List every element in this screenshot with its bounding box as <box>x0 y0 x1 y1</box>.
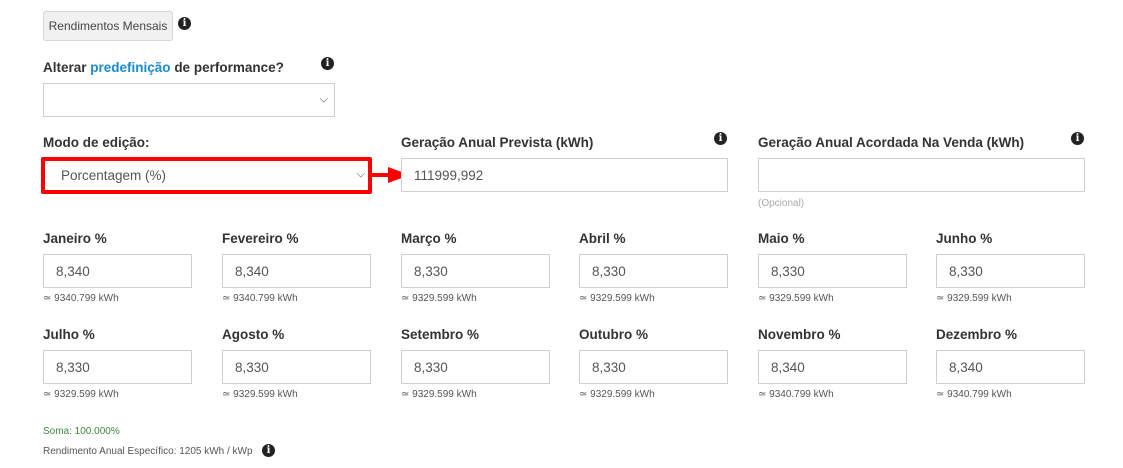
month-input[interactable]: 8,330 <box>222 350 371 384</box>
month-input[interactable]: 8,340 <box>758 350 907 384</box>
month-label: Novembro % <box>758 327 841 342</box>
sum-text: Soma: 100.000% <box>43 426 120 437</box>
month-kwh: ≃ 9329.599 kWh <box>401 389 477 400</box>
month-value: 8,330 <box>592 359 626 375</box>
highlight-box <box>41 157 372 194</box>
month-input[interactable]: 8,340 <box>43 254 192 288</box>
month-kwh: ≃ 9329.599 kWh <box>222 389 298 400</box>
month-value: 8,340 <box>771 359 805 375</box>
month-label: Janeiro % <box>43 231 107 246</box>
month-label: Fevereiro % <box>222 231 299 246</box>
month-input[interactable]: 8,330 <box>758 254 907 288</box>
preset-select[interactable]: ⌵ <box>43 83 335 117</box>
chevron-down-icon: ⌵ <box>356 168 365 181</box>
month-kwh: ≃ 9329.599 kWh <box>401 293 477 304</box>
month-value: 8,330 <box>592 263 626 279</box>
info-icon[interactable]: i <box>321 57 334 70</box>
edit-mode-value: Porcentagem (%) <box>61 167 167 183</box>
preset-link[interactable]: predefinição <box>90 60 171 75</box>
month-kwh: ≃ 9329.599 kWh <box>579 389 655 400</box>
edit-mode-label: Modo de edição: <box>43 135 150 150</box>
arrow-right-icon <box>370 167 410 183</box>
month-label: Abril % <box>579 231 626 246</box>
month-label: Dezembro % <box>936 327 1018 342</box>
month-label: Agosto % <box>222 327 285 342</box>
optional-hint: (Opcional) <box>758 198 805 209</box>
month-label: Maio % <box>758 231 805 246</box>
month-kwh: ≃ 9340.799 kWh <box>936 389 1012 400</box>
annual-agreed-label: Geração Anual Acordada Na Venda (kWh) <box>758 135 1025 150</box>
month-input[interactable]: 8,330 <box>401 254 550 288</box>
month-label: Outubro % <box>579 327 648 342</box>
month-value: 8,330 <box>414 263 448 279</box>
month-value: 8,340 <box>235 263 269 279</box>
annual-forecast-label: Geração Anual Prevista (kWh) <box>401 135 594 150</box>
preset-label: Alterar predefinição de performance? <box>43 60 284 75</box>
month-input[interactable]: 8,330 <box>579 254 728 288</box>
edit-mode-select[interactable]: Porcentagem (%) ⌵ <box>43 158 371 192</box>
month-kwh: ≃ 9329.599 kWh <box>758 293 834 304</box>
month-kwh: ≃ 9329.599 kWh <box>579 293 655 304</box>
month-input[interactable]: 8,340 <box>222 254 371 288</box>
month-value: 8,330 <box>949 263 983 279</box>
chevron-down-icon: ⌵ <box>319 93 328 106</box>
monthly-yields-button[interactable]: Rendimentos Mensais <box>43 11 173 41</box>
annual-agreed-input[interactable] <box>758 158 1085 192</box>
month-label: Junho % <box>936 231 993 246</box>
month-input[interactable]: 8,330 <box>936 254 1085 288</box>
annual-forecast-input[interactable]: 111999,992 <box>401 158 728 192</box>
month-value: 8,330 <box>771 263 805 279</box>
month-kwh: ≃ 9329.599 kWh <box>43 389 119 400</box>
month-kwh: ≃ 9340.799 kWh <box>758 389 834 400</box>
info-icon[interactable]: i <box>714 132 727 145</box>
month-value: 8,340 <box>949 359 983 375</box>
month-value: 8,330 <box>56 359 90 375</box>
month-input[interactable]: 8,330 <box>401 350 550 384</box>
month-input[interactable]: 8,340 <box>936 350 1085 384</box>
month-label: Julho % <box>43 327 95 342</box>
preset-label-prefix: Alterar <box>43 60 91 75</box>
month-label: Setembro % <box>401 327 480 342</box>
month-kwh: ≃ 9329.599 kWh <box>936 293 1012 304</box>
info-icon[interactable]: i <box>1071 132 1084 145</box>
preset-label-suffix: de performance? <box>170 60 284 75</box>
annual-forecast-value: 111999,992 <box>414 167 484 183</box>
month-value: 8,330 <box>235 359 269 375</box>
month-kwh: ≃ 9340.799 kWh <box>222 293 298 304</box>
month-input[interactable]: 8,330 <box>43 350 192 384</box>
month-input[interactable]: 8,330 <box>579 350 728 384</box>
specific-yield-text: Rendimento Anual Específico: 1205 kWh / … <box>43 446 253 457</box>
month-value: 8,330 <box>414 359 448 375</box>
info-icon[interactable]: i <box>262 444 275 457</box>
month-kwh: ≃ 9340.799 kWh <box>43 293 119 304</box>
info-icon[interactable]: i <box>178 17 191 30</box>
month-value: 8,340 <box>56 263 90 279</box>
month-label: Março % <box>401 231 457 246</box>
